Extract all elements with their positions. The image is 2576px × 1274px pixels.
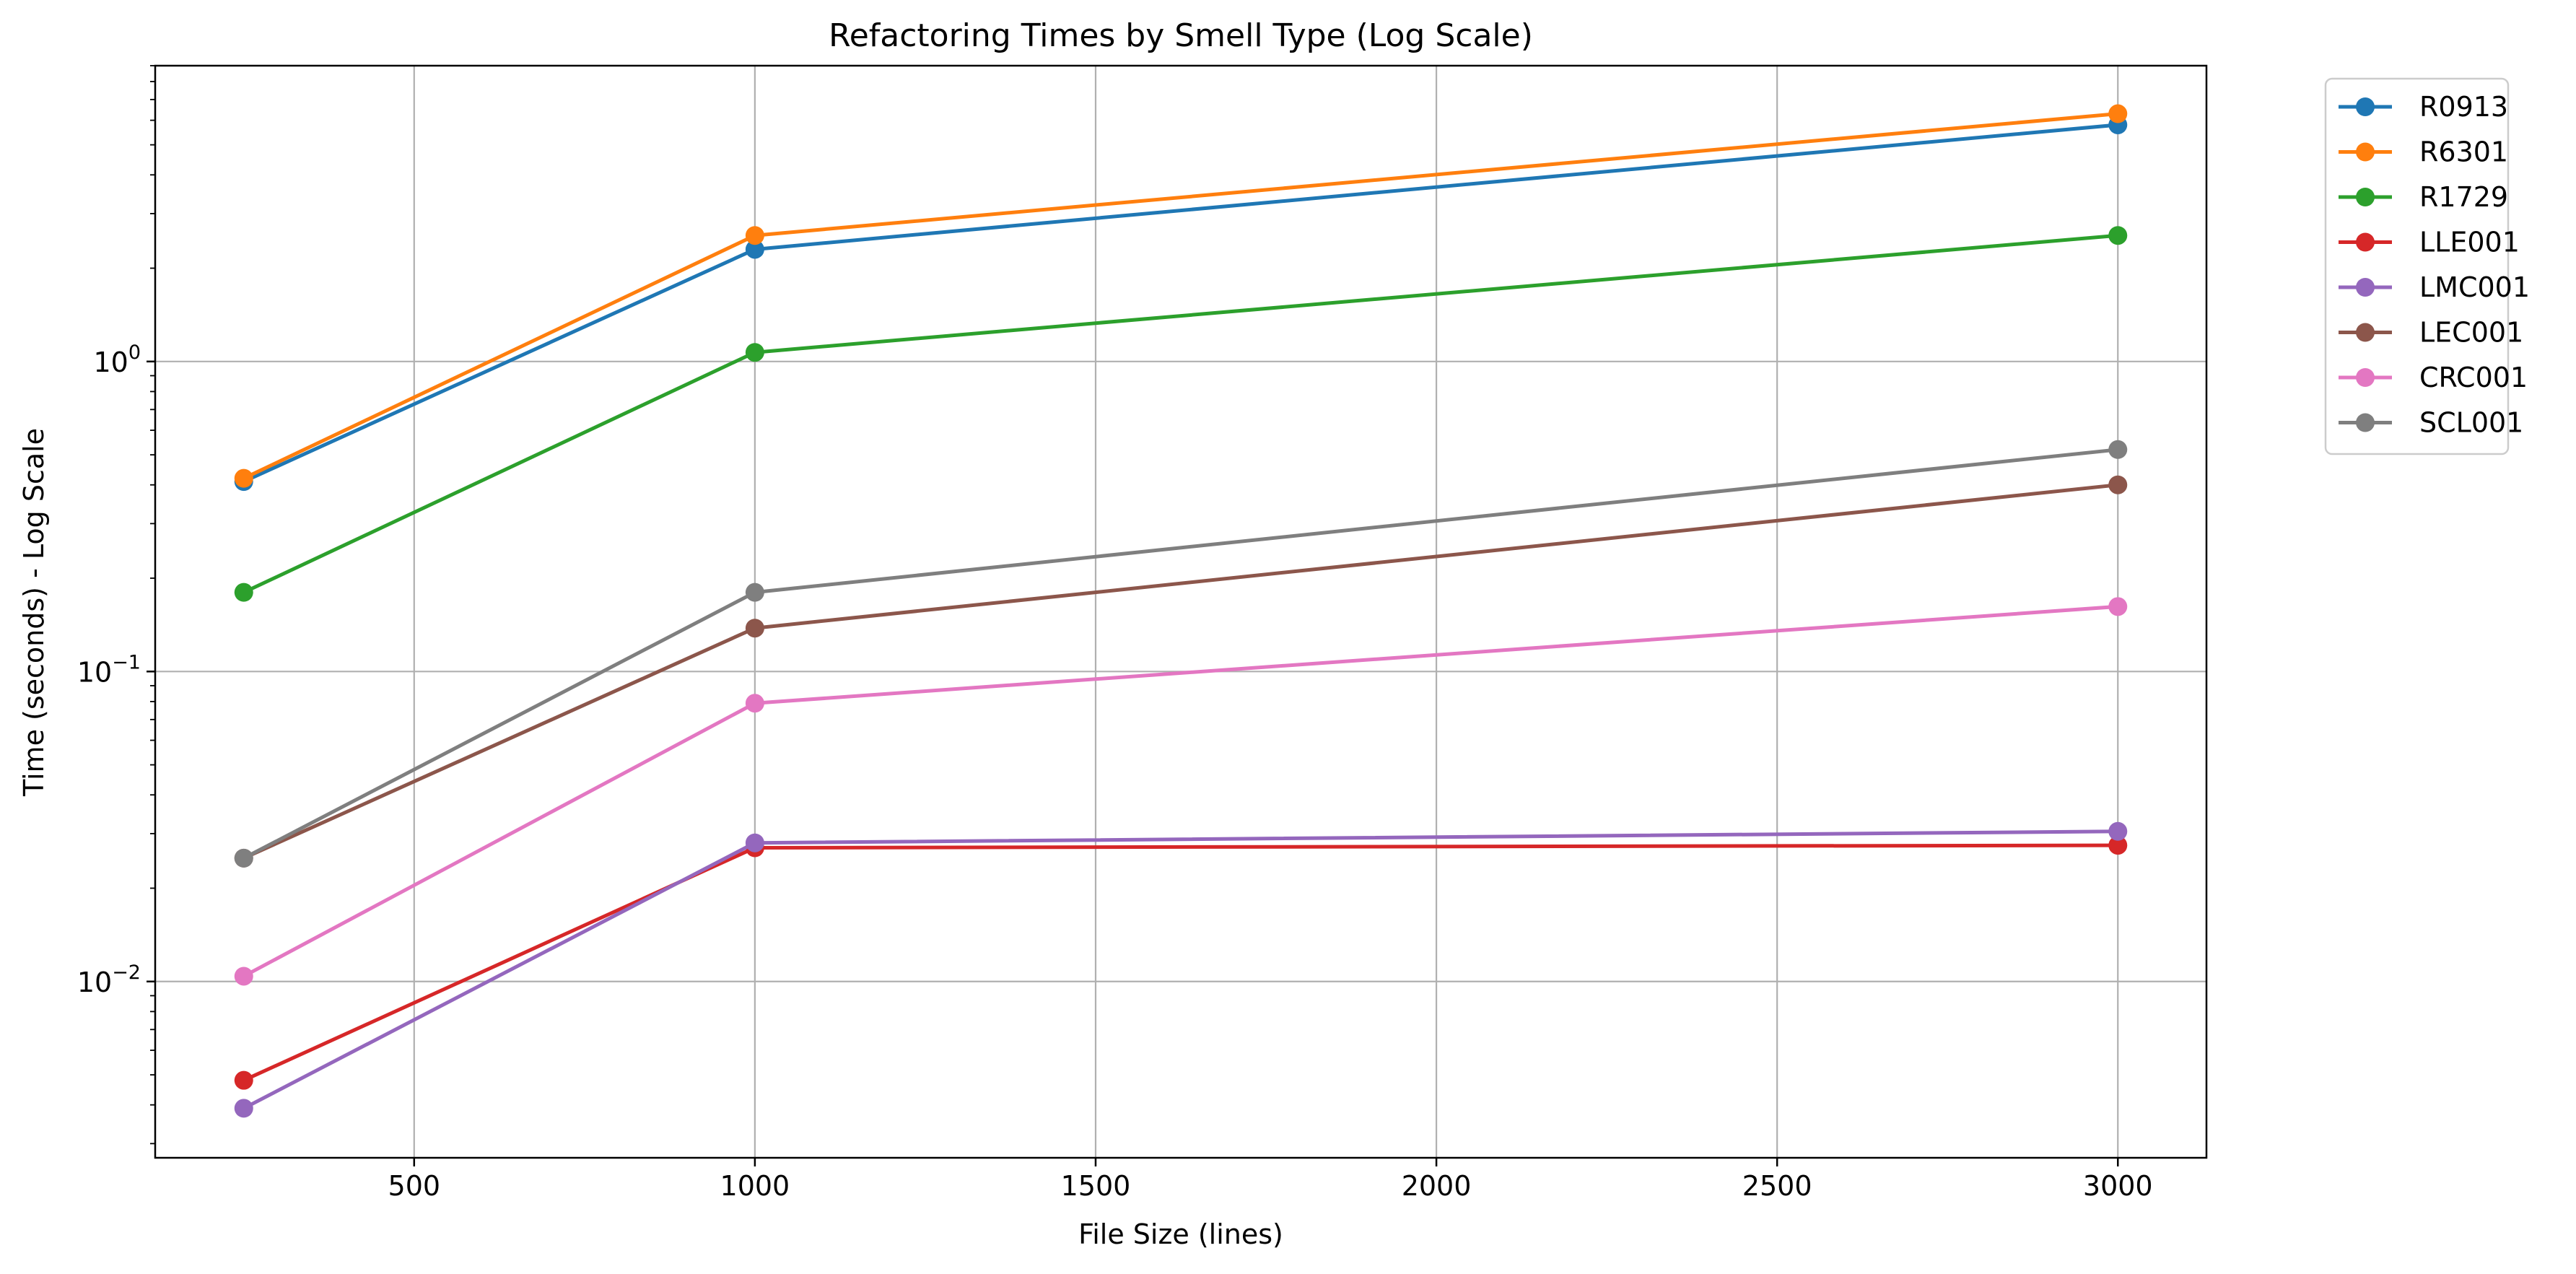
series-line-crc001 [243, 604, 2118, 978]
legend-swatch-marker [2356, 142, 2375, 162]
y-tick-exponent: 0 [128, 341, 141, 364]
legend-swatch-marker [2356, 278, 2375, 297]
y-tick-label: 100 [93, 341, 141, 378]
legend-label-r0913: R0913 [2419, 91, 2508, 123]
series-layer [234, 104, 2128, 1118]
legend-swatch-marker [2356, 188, 2375, 206]
data-point-r6301 [745, 226, 764, 245]
data-point-lmc001 [234, 1099, 253, 1118]
data-point-scl001 [2108, 440, 2128, 459]
data-point-r1729 [745, 343, 764, 362]
data-point-lle001 [2108, 836, 2128, 855]
y-tick-base: 10 [77, 967, 112, 998]
y-tick-base: 10 [93, 346, 128, 378]
legend-swatch-marker [2356, 232, 2375, 252]
y-tick-exponent: −1 [112, 651, 141, 673]
x-tick-label: 1500 [1061, 1170, 1131, 1202]
legend-label-r1729: R1729 [2419, 181, 2508, 213]
y-tick-base: 10 [77, 656, 112, 688]
data-point-scl001 [745, 583, 764, 602]
y-tick-label: 10−2 [77, 961, 141, 998]
series-line-r6301 [243, 112, 2118, 480]
legend-label-lle001: LLE001 [2419, 227, 2520, 258]
data-point-lec001 [745, 619, 764, 638]
series-line-scl001 [243, 448, 2118, 860]
legend-label-r6301: R6301 [2419, 136, 2508, 168]
data-point-lmc001 [745, 833, 764, 852]
data-point-r1729 [234, 583, 253, 602]
y-tick-label: 10−1 [77, 651, 141, 688]
legend-swatch-marker [2356, 97, 2375, 116]
y-axis-label: Time (seconds) - Log Scale [18, 428, 50, 797]
data-point-lec001 [2108, 475, 2128, 494]
data-point-r6301 [234, 468, 253, 488]
data-point-r0913 [745, 240, 764, 259]
y-tick-exponent: −2 [112, 961, 141, 984]
legend-swatch-marker [2356, 323, 2375, 342]
legend-label-lmc001: LMC001 [2419, 271, 2530, 303]
x-tick-label: 2500 [1742, 1170, 1812, 1202]
data-point-r1729 [2108, 226, 2128, 245]
legend-label-crc001: CRC001 [2419, 362, 2528, 393]
data-point-lmc001 [2108, 821, 2128, 841]
x-tick-label: 500 [388, 1170, 441, 1202]
data-point-crc001 [745, 694, 764, 713]
legend-swatch-marker [2356, 413, 2375, 432]
series-line-r1729 [243, 233, 2118, 594]
legend-swatch-marker [2356, 368, 2375, 387]
series-line-lmc001 [243, 829, 2118, 1110]
legend-box [2324, 77, 2510, 455]
series-line-r0913 [243, 123, 2118, 484]
x-tick-label: 1000 [720, 1170, 790, 1202]
x-axis-label: File Size (lines) [1078, 1218, 1283, 1250]
data-point-crc001 [2108, 597, 2128, 616]
data-point-scl001 [234, 848, 253, 868]
x-tick-label: 3000 [2083, 1170, 2153, 1202]
legend: R0913 R6301 R1729 LLE001 LMC001 LEC001 CRC001 S… [2324, 77, 2530, 455]
data-point-crc001 [234, 967, 253, 986]
chart-title: Refactoring Times by Smell Type (Log Sca… [829, 17, 1533, 54]
data-point-lle001 [234, 1070, 253, 1090]
legend-label-lec001: LEC001 [2419, 317, 2523, 349]
x-tick-label: 2000 [1402, 1170, 1472, 1202]
data-point-r6301 [2108, 104, 2128, 123]
plot-frame [154, 64, 2208, 1159]
legend-label-scl001: SCL001 [2419, 407, 2523, 439]
